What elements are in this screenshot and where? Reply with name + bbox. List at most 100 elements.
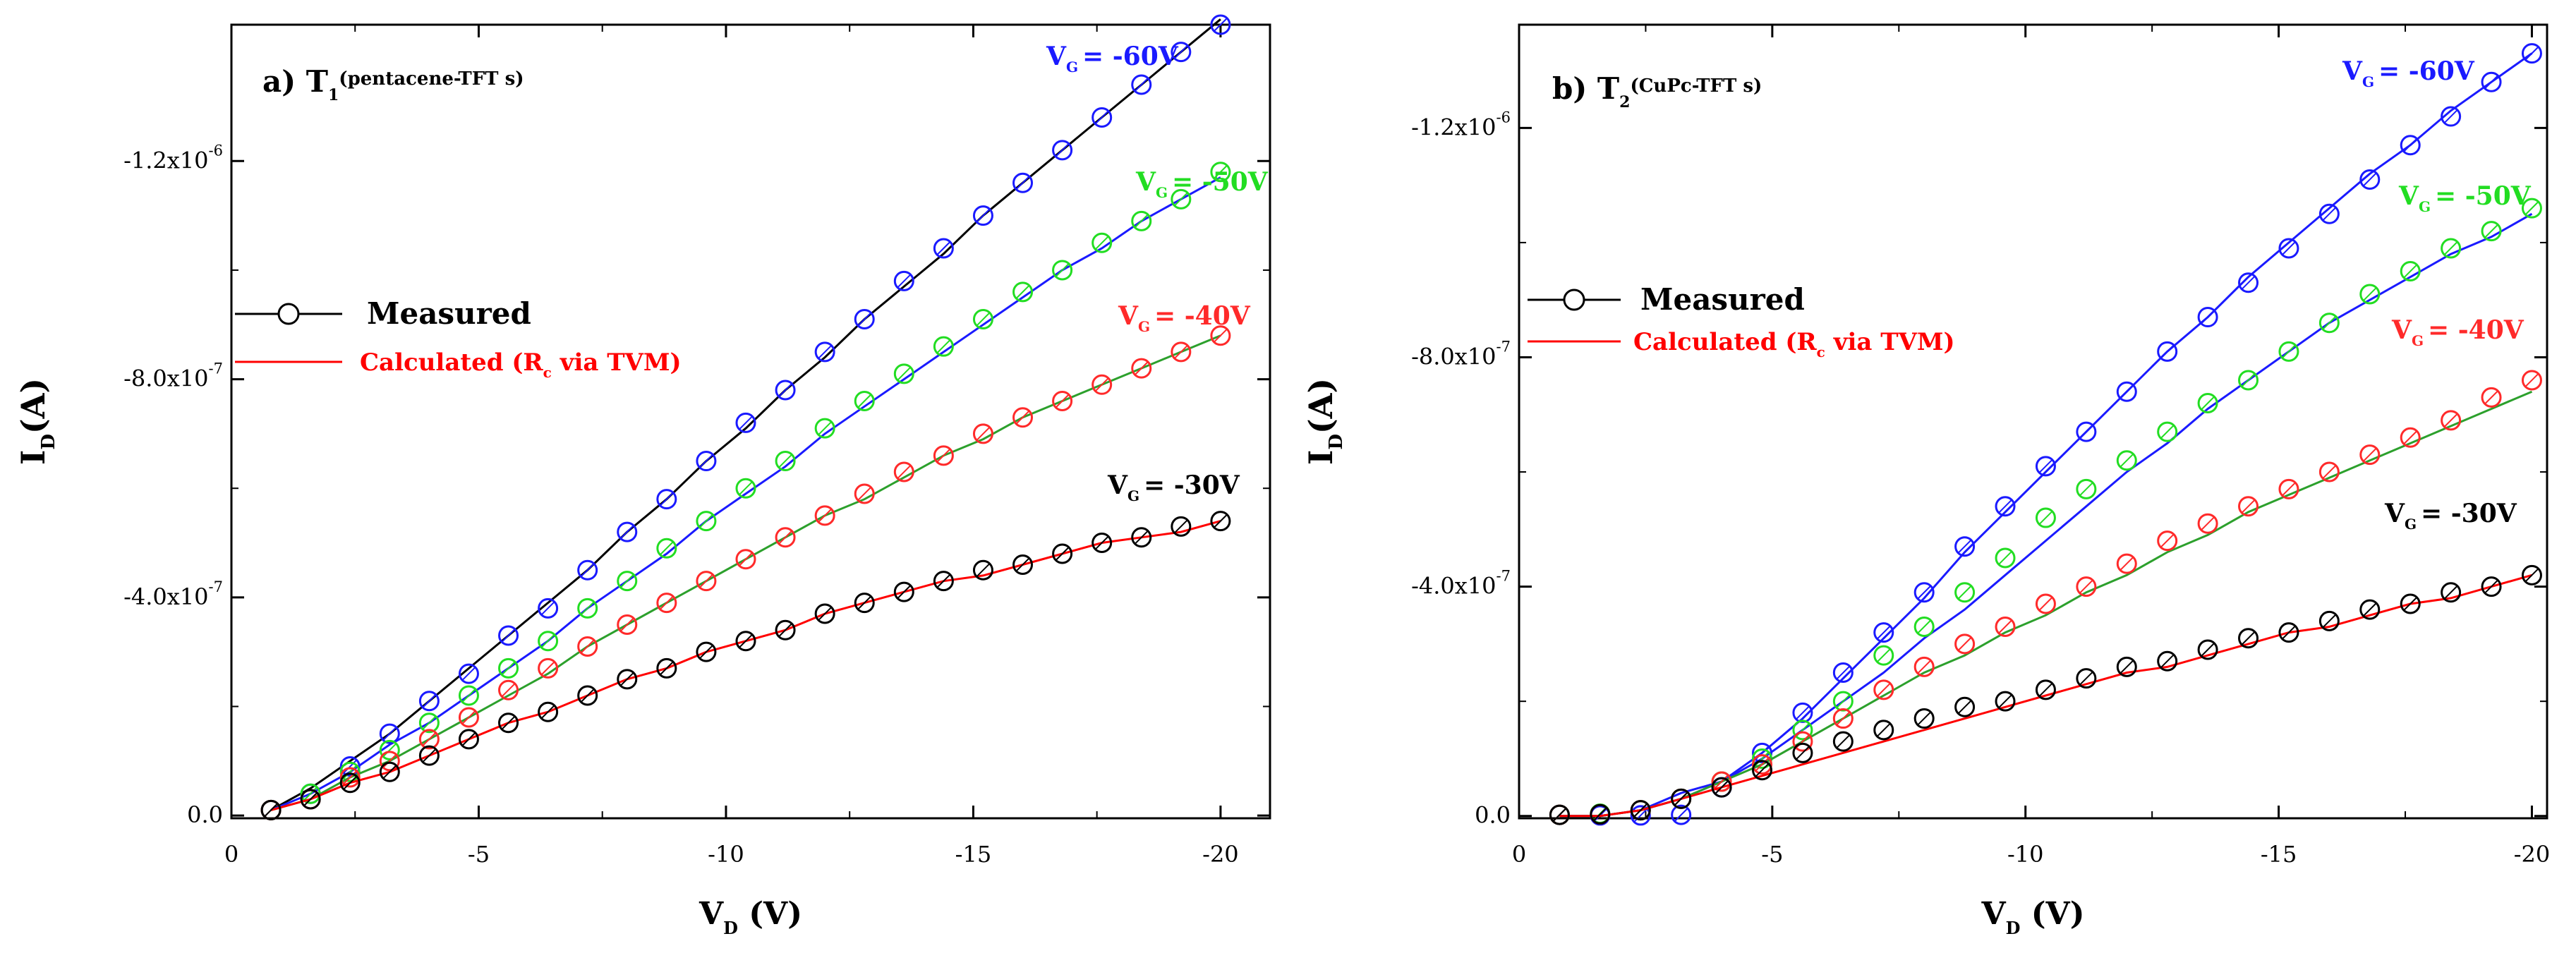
measured-point xyxy=(1913,617,1935,638)
measured-point-slash xyxy=(2484,75,2498,89)
measured-point-slash xyxy=(2403,430,2417,444)
measured-point-slash xyxy=(580,688,595,703)
measured-point-slash xyxy=(739,481,753,495)
measured-point-slash xyxy=(1135,361,1149,375)
measured-point-slash xyxy=(501,715,516,730)
measured-point-slash xyxy=(1755,763,1770,777)
measured-point-slash xyxy=(422,732,437,746)
measured-point-slash xyxy=(1877,683,1891,697)
measured-point-slash xyxy=(1877,723,1891,737)
y-axis-label-sub: D xyxy=(38,434,59,450)
measured-point-slash xyxy=(1174,345,1188,359)
measured-point xyxy=(2116,381,2137,402)
measured-point xyxy=(1792,720,1813,741)
measured-point xyxy=(1792,702,1813,723)
measured-point-slash xyxy=(1957,539,1972,554)
measured-point xyxy=(972,559,993,581)
series-label-sub: G xyxy=(2412,332,2424,349)
y-axis-label-unit: (A) xyxy=(14,378,52,434)
plot-frame xyxy=(230,23,1271,820)
series-label-value: = -40V xyxy=(2428,315,2524,345)
measured-point xyxy=(1012,172,1034,193)
measured-point-slash xyxy=(976,208,991,223)
panel-label: a) T1(pentacene-TFT s) xyxy=(262,64,524,104)
measured-point xyxy=(577,636,598,657)
measured-point-slash xyxy=(620,672,634,686)
y-tick-label: -4.0x10-7 xyxy=(123,578,223,610)
measured-point-slash xyxy=(2079,482,2093,497)
series-label-sub: G xyxy=(1138,318,1150,335)
measured-point-slash xyxy=(2201,310,2215,324)
measured-point-slash xyxy=(1796,746,1810,760)
measured-point xyxy=(418,729,440,750)
measured-point-slash xyxy=(778,623,792,637)
x-tick-label: 0 xyxy=(1512,841,1526,868)
measured-point xyxy=(933,336,954,357)
legend-measured-text: Measured xyxy=(367,296,531,331)
measured-point-slash xyxy=(2241,373,2256,387)
measured-point-slash xyxy=(1957,585,1972,600)
measured-point-slash xyxy=(660,661,674,676)
measured-point xyxy=(1913,656,1935,677)
measured-point xyxy=(775,527,796,548)
legend-calculated-suffix: via TVM) xyxy=(1825,328,1955,356)
measured-point-slash xyxy=(1836,711,1851,726)
measured-point xyxy=(696,571,717,592)
measured-point xyxy=(418,691,440,712)
measured-point-slash xyxy=(620,617,634,632)
series-label-value: = -30V xyxy=(2421,499,2517,528)
measured-point xyxy=(2278,622,2299,643)
series-label: VG = -60V xyxy=(1046,42,1179,75)
x-tick-label: -20 xyxy=(1202,841,1239,868)
y-tick-label-base: -1.2x10 xyxy=(1411,114,1496,140)
y-tick-label: -4.0x10-7 xyxy=(1411,568,1511,600)
measured-point xyxy=(2116,553,2137,574)
measured-point xyxy=(1752,760,1773,781)
measured-point-slash xyxy=(2403,597,2417,611)
measured-point-slash xyxy=(857,487,871,501)
y-tick-label-base: -4.0x10 xyxy=(1411,573,1496,600)
measured-point-slash xyxy=(739,552,753,566)
series-vg40 xyxy=(1549,370,2542,825)
measured-point-slash xyxy=(2079,425,2093,439)
measured-point-slash xyxy=(1015,557,1030,572)
measured-point xyxy=(1171,341,1192,363)
measured-point xyxy=(2521,564,2542,585)
measured-point xyxy=(1995,617,2016,638)
measured-point xyxy=(2076,668,2097,689)
series-label-value: = -50V xyxy=(2435,181,2532,211)
measured-point-slash xyxy=(1214,514,1228,528)
measured-point xyxy=(1210,14,1231,35)
measured-point xyxy=(775,380,796,401)
measured-point-slash xyxy=(2524,373,2539,387)
measured-point-slash xyxy=(897,465,912,479)
measured-point-slash xyxy=(1015,285,1030,299)
measured-point-slash xyxy=(580,639,595,654)
measured-point-slash xyxy=(540,705,555,719)
y-tick-label-exp: -7 xyxy=(1496,338,1511,355)
measured-point-slash xyxy=(2363,447,2377,462)
measured-point xyxy=(2278,341,2299,362)
panel-label-sub: 2 xyxy=(1619,93,1630,111)
x-axis-label-unit: (V) xyxy=(2020,896,2084,932)
measured-point-slash xyxy=(2120,384,2134,399)
series-vg40 xyxy=(260,325,1231,820)
series-label-value: = -60V xyxy=(2378,56,2475,86)
measured-point-slash xyxy=(1094,535,1109,550)
measured-point xyxy=(300,789,321,810)
measured-point xyxy=(2076,421,2097,442)
measured-point xyxy=(1052,140,1073,161)
measured-point-slash xyxy=(1715,780,1729,794)
measured-point-slash xyxy=(739,634,753,648)
series-label-base: V xyxy=(2391,315,2412,345)
measured-point xyxy=(2441,106,2462,127)
measured-point xyxy=(538,597,559,619)
measured-point-slash xyxy=(1998,619,2012,634)
measured-point-slash xyxy=(1877,648,1891,662)
measured-point xyxy=(2521,198,2542,219)
measured-point-slash xyxy=(2322,207,2337,221)
y-tick-label: -1.2x10-6 xyxy=(123,142,223,174)
measured-point-slash xyxy=(461,732,476,746)
measured-point xyxy=(458,729,479,750)
panel-label: b) T2(CuPc-TFT s) xyxy=(1552,71,1762,111)
